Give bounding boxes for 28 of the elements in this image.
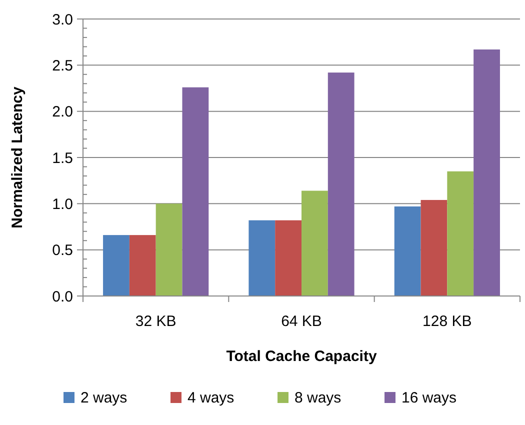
bar xyxy=(474,49,500,296)
y-tick-label: 2.0 xyxy=(52,104,73,121)
y-tick-label: 1.5 xyxy=(52,150,73,167)
bar xyxy=(420,200,448,296)
legend-label: 4 ways xyxy=(188,389,234,406)
y-tick-label: 2.5 xyxy=(52,57,73,74)
y-tick-label: 0.5 xyxy=(52,242,73,260)
y-tick-label: 3.0 xyxy=(52,11,73,28)
y-axis-title: Normalized Latency xyxy=(9,86,26,228)
bar xyxy=(447,171,474,296)
bar xyxy=(248,220,276,296)
bar xyxy=(182,87,209,296)
legend-label: 2 ways xyxy=(80,389,128,406)
y-tick-label: 1.0 xyxy=(52,196,73,213)
legend-label: 8 ways xyxy=(294,389,342,406)
x-tick-label: 32 KB xyxy=(135,313,176,330)
bar xyxy=(275,220,302,296)
bar xyxy=(156,204,182,296)
x-axis-title: Total Cache Capacity xyxy=(226,348,378,365)
y-tick-label: 0.0 xyxy=(52,288,73,306)
bar xyxy=(129,235,156,296)
x-tick-label: 128 KB xyxy=(422,313,472,330)
bar xyxy=(103,235,130,296)
legend-label: 16 ways xyxy=(402,389,457,406)
bar xyxy=(302,190,328,296)
bar xyxy=(394,206,421,296)
bar xyxy=(328,72,354,296)
x-tick-label: 64 KB xyxy=(281,313,322,330)
